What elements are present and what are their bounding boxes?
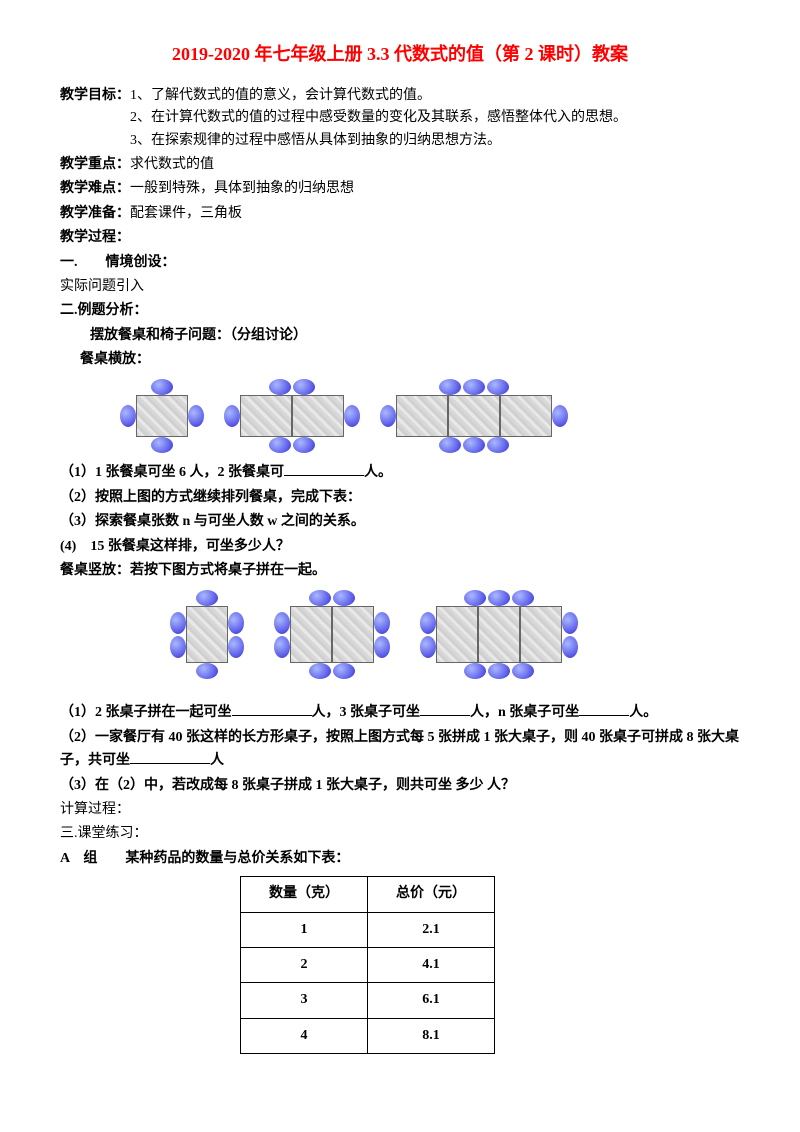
section-2-line3: 餐桌竖放：若按下图方式将桌子拼在一起。 [60, 560, 740, 582]
table-row: 36.1 [241, 983, 495, 1018]
calc-label: 计算过程： [60, 799, 740, 821]
v1-blank1 [232, 701, 312, 716]
focus-row: 教学重点：求代数式的值 [60, 154, 740, 176]
cell: 6.1 [368, 983, 495, 1018]
focus-text: 求代数式的值 [130, 157, 214, 172]
v1-blank3 [579, 701, 629, 716]
section-1-heading: 一. 情境创设： [60, 252, 740, 274]
prep-row: 教学准备：配套课件，三角板 [60, 203, 740, 225]
cell: 2 [241, 947, 368, 982]
cell: 8.1 [368, 1018, 495, 1053]
col-qty-header: 数量（克） [241, 877, 368, 912]
cell: 4.1 [368, 947, 495, 982]
section-2-line2: 餐桌横放： [60, 349, 740, 371]
section-2-heading: 二.例题分析： [60, 300, 740, 322]
q1-text-b: 人。 [364, 465, 392, 480]
v1-d: 人。 [629, 705, 657, 720]
table-h-2 [224, 379, 360, 453]
tables-horizontal-diagram [120, 379, 740, 453]
goal-3: 3、在探索规律的过程中感悟从具体到抽象的归纳思想方法。 [130, 130, 740, 152]
v2-blank [130, 749, 210, 764]
cell: 1 [241, 912, 368, 947]
cell: 3 [241, 983, 368, 1018]
v1-c: 人，n 张桌子可坐 [470, 705, 579, 720]
goals-block: 教学目标： 1、了解代数式的值的意义，会计算代数式的值。 2、在计算代数式的值的… [60, 85, 740, 152]
prep-label: 教学准备： [60, 206, 130, 221]
section-2-line1: 摆放餐桌和椅子问题：（分组讨论） [60, 325, 740, 347]
focus-label: 教学重点： [60, 157, 130, 172]
q2: （2）按照上图的方式继续排列餐桌，完成下表： [60, 487, 740, 509]
cell: 4 [241, 1018, 368, 1053]
table-h-1 [120, 379, 204, 453]
table-v-2 [274, 590, 390, 679]
price-table: 数量（克） 总价（元） 12.1 24.1 36.1 48.1 [240, 876, 495, 1054]
goals-label: 教学目标： [60, 85, 130, 152]
goal-2: 2、在计算代数式的值的过程中感受数量的变化及其联系，感悟整体代入的思想。 [130, 107, 740, 129]
goal-1: 1、了解代数式的值的意义，会计算代数式的值。 [130, 85, 740, 107]
page-title: 2019-2020 年七年级上册 3.3 代数式的值（第 2 课时）教案 [60, 40, 740, 69]
q1-blank [284, 461, 364, 476]
table-row: 24.1 [241, 947, 495, 982]
v1: （1）2 张桌子拼在一起可坐 人，3 张桌子可坐 人，n 张桌子可坐 人。 [60, 701, 740, 724]
v2: （2）一家餐厅有 40 张这样的长方形桌子，按照上图方式每 5 张拼成 1 张大… [60, 727, 740, 773]
q1: （1）1 张餐桌可坐 6 人，2 张餐桌可 人。 [60, 461, 740, 484]
cell: 2.1 [368, 912, 495, 947]
v1-a: （1）2 张桌子拼在一起可坐 [60, 705, 232, 720]
table-v-1 [170, 590, 244, 679]
prep-text: 配套课件，三角板 [130, 206, 242, 221]
table-header-row: 数量（克） 总价（元） [241, 877, 495, 912]
v2-b: 人 [210, 753, 224, 768]
v3: （3）在（2）中，若改成每 8 张桌子拼成 1 张大桌子，则共可坐 多少 人？ [60, 775, 740, 797]
q3: （3）探索餐桌张数 n 与可坐人数 w 之间的关系。 [60, 511, 740, 533]
difficulty-row: 教学难点：一般到特殊，具体到抽象的归纳思想 [60, 178, 740, 200]
table-row: 48.1 [241, 1018, 495, 1053]
v1-b: 人，3 张桌子可坐 [312, 705, 421, 720]
v1-blank2 [420, 701, 470, 716]
section-3-heading: 三.课堂练习： [60, 823, 740, 845]
col-price-header: 总价（元） [368, 877, 495, 912]
q1-text-a: （1）1 张餐桌可坐 6 人，2 张餐桌可 [60, 465, 284, 480]
section-1-line1: 实际问题引入 [60, 276, 740, 298]
process-label: 教学过程： [60, 227, 740, 249]
q4: (4) 15 张餐桌这样排，可坐多少人？ [60, 536, 740, 558]
tables-vertical-diagram [170, 590, 740, 679]
table-v-3 [420, 590, 578, 679]
table-row: 12.1 [241, 912, 495, 947]
group-a-text: A 组 某种药品的数量与总价关系如下表： [60, 848, 740, 870]
difficulty-label: 教学难点： [60, 181, 130, 196]
table-h-3 [380, 379, 568, 453]
difficulty-text: 一般到特殊，具体到抽象的归纳思想 [130, 181, 354, 196]
